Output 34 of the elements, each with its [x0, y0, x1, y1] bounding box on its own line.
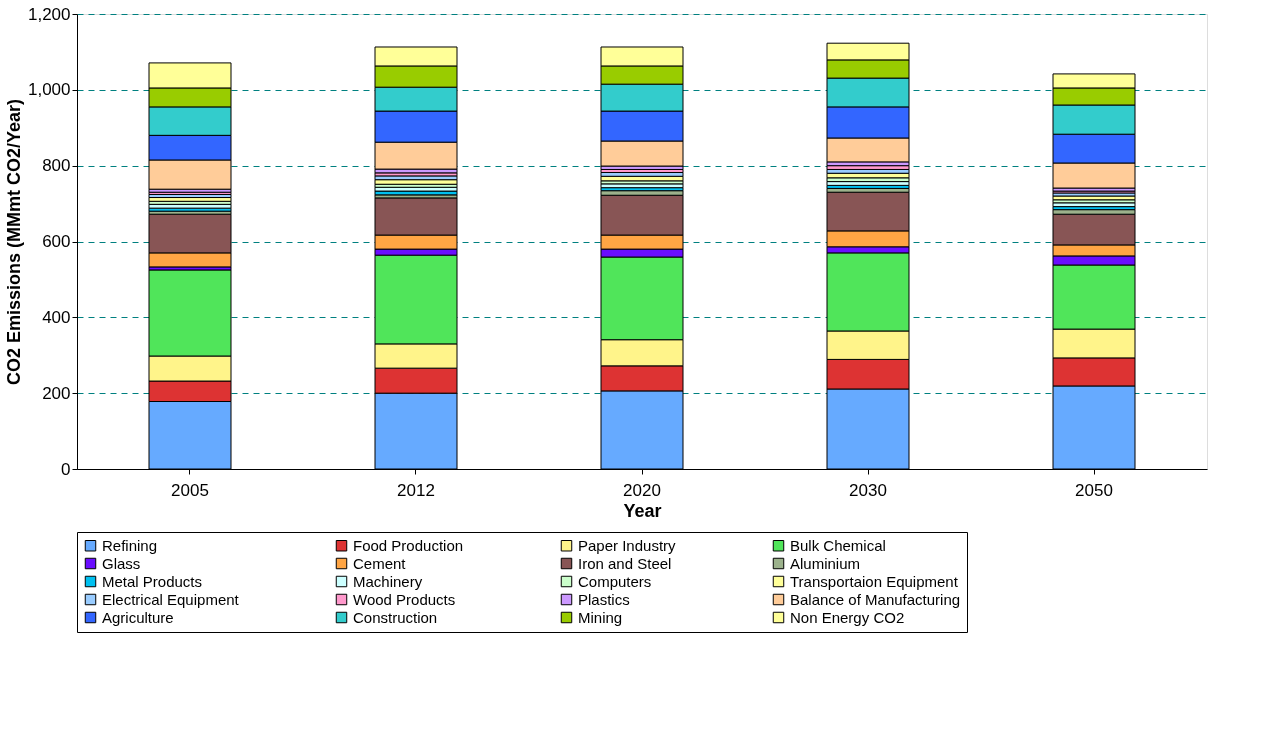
x-tick-label: 2050 [1075, 480, 1113, 500]
legend-label: Electrical Equipment [102, 590, 240, 608]
y-tick-label: 0 [61, 459, 71, 479]
legend-label: Refining [102, 536, 158, 554]
legend-label: Glass [102, 554, 141, 572]
x-tick-label: 2012 [397, 480, 435, 500]
x-tick-label: 2020 [623, 480, 661, 500]
legend-label: Food Production [353, 536, 464, 554]
x-tick-label: 2030 [849, 480, 887, 500]
legend-label: Wood Products [353, 590, 456, 608]
x-axis-title: Year [623, 500, 662, 521]
legend-label: Iron and Steel [578, 554, 672, 572]
legend-label: Construction [353, 608, 438, 626]
legend-label: Non Energy CO2 [790, 608, 905, 626]
legend-label: Cement [353, 554, 407, 572]
legend-label: Mining [578, 608, 623, 626]
y-tick-label: 400 [42, 307, 71, 327]
legend-label: Aluminium [790, 554, 861, 572]
y-tick-label: 1,000 [27, 80, 71, 100]
y-tick-label: 600 [42, 232, 71, 251]
legend-label: Plastics [578, 590, 630, 608]
legend-label: Bulk Chemical [790, 536, 886, 554]
legend-label: Transportaion Equipment [790, 572, 959, 590]
legend-label: Agriculture [102, 608, 174, 626]
y-axis-title: CO2 Emissions (MMmt CO2/Year) [3, 98, 24, 386]
legend-label: Machinery [353, 572, 423, 590]
y-tick-label: 800 [42, 156, 71, 176]
legend-label: Paper Industry [578, 536, 677, 554]
legend-label: Metal Products [102, 572, 203, 590]
y-tick-label: 1,200 [27, 4, 71, 24]
x-tick-label: 2005 [171, 480, 209, 500]
y-tick-label: 200 [42, 383, 71, 403]
legend-label: Balance of Manufacturing [790, 590, 961, 608]
legend-label: Computers [578, 572, 652, 590]
